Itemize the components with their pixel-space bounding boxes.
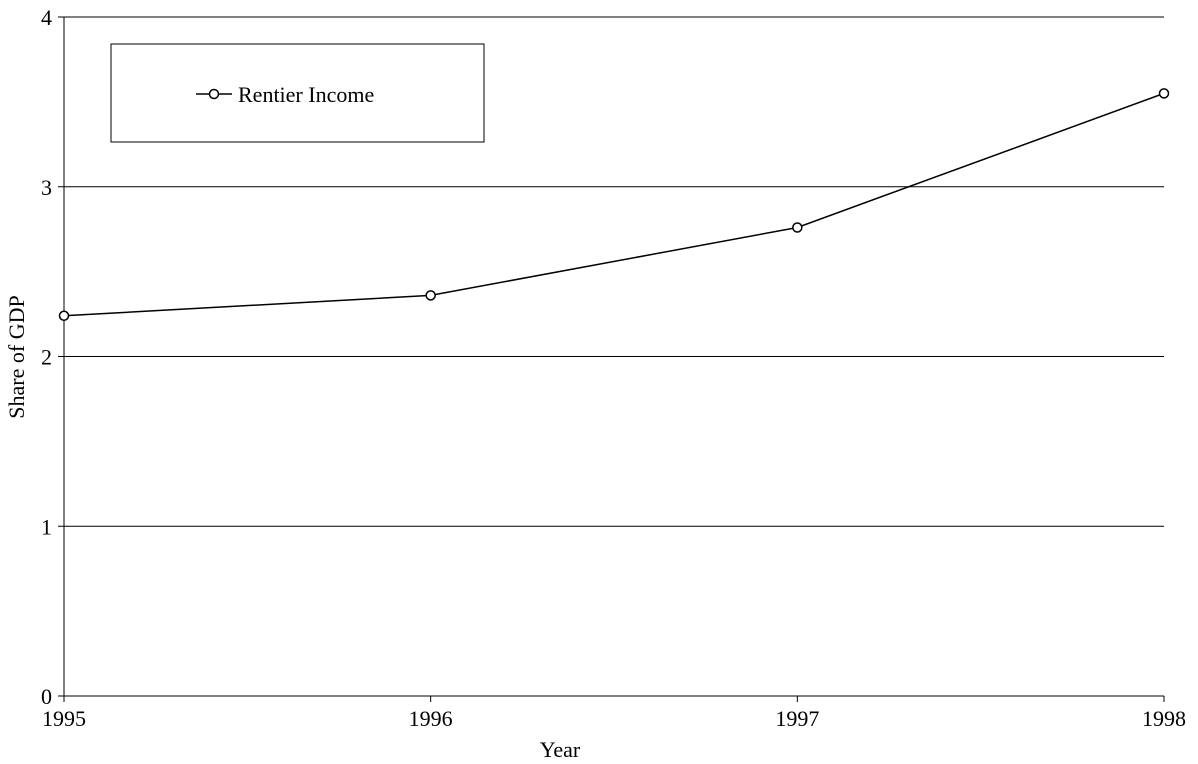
x-axis-label: Year xyxy=(540,737,581,762)
x-tick-label-1995: 1995 xyxy=(42,706,86,731)
y-tick-label-0: 0 xyxy=(41,684,52,709)
y-tick-label-4: 4 xyxy=(41,5,52,30)
y-axis-label: Share of GDP xyxy=(4,295,29,418)
y-tick-label-1: 1 xyxy=(41,514,52,539)
y-tick-label-2: 2 xyxy=(41,345,52,370)
legend-box xyxy=(110,43,485,143)
gridlines xyxy=(64,16,1164,527)
legend: Rentier Income xyxy=(110,43,485,143)
data-point-1997 xyxy=(792,222,803,233)
x-tick-label-1996: 1996 xyxy=(409,706,453,731)
y-tick-label-3: 3 xyxy=(41,175,52,200)
data-point-1998 xyxy=(1158,88,1170,99)
axes xyxy=(58,16,1165,702)
data-point-1996 xyxy=(425,290,436,301)
x-tick-label-1998: 1998 xyxy=(1142,706,1186,731)
series-line-rentier-income xyxy=(63,92,1165,317)
data-point-1995 xyxy=(58,310,70,322)
legend-label: Rentier Income xyxy=(238,82,374,107)
x-tick-labels: 1995 1996 1997 1998 xyxy=(42,706,1186,731)
x-tick-label-1997: 1997 xyxy=(775,706,819,731)
series-group xyxy=(58,88,1170,322)
y-tick-labels: 0 1 2 3 4 xyxy=(41,5,52,709)
legend-marker-swatch xyxy=(208,88,220,100)
